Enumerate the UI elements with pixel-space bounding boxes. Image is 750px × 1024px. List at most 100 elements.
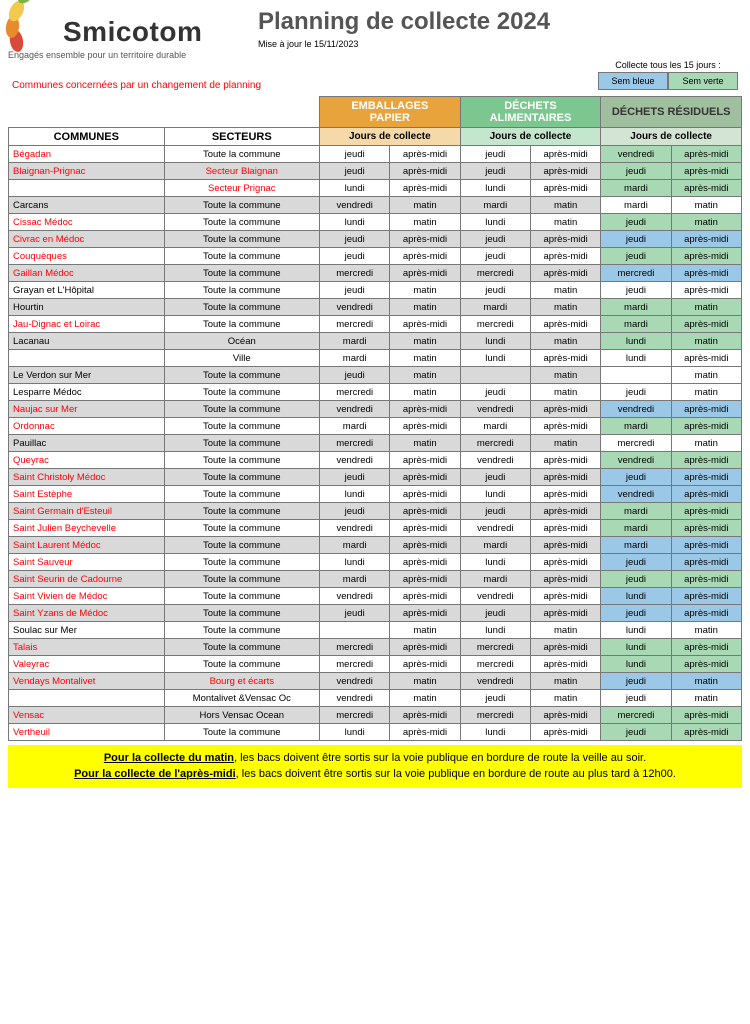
cell: mardi	[460, 571, 530, 588]
legend-title: Collecte tous les 15 jours :	[598, 60, 738, 70]
cell: mercredi	[460, 639, 530, 656]
cell: Saint Germain d'Esteuil	[9, 503, 165, 520]
cell: après-midi	[390, 537, 460, 554]
cell: Bourg et écarts	[164, 673, 320, 690]
cell: après-midi	[390, 724, 460, 741]
cell: matin	[671, 333, 741, 350]
table-row: Civrac en MédocToute la commune jeudiaprè…	[9, 231, 742, 248]
cell: vendredi	[320, 299, 390, 316]
cell: Toute la commune	[164, 622, 320, 639]
cell: après-midi	[390, 639, 460, 656]
cell: mercredi	[320, 435, 390, 452]
brand-name: Smicotom	[63, 16, 202, 48]
table-row: BégadanToute la communejeudiaprès-midije…	[9, 146, 742, 163]
cell: Toute la commune	[164, 503, 320, 520]
cell: Vertheuil	[9, 724, 165, 741]
table-row: Saint Laurent MédocToute la communemardi…	[9, 537, 742, 554]
cell: jeudi	[460, 231, 530, 248]
table-row: Cissac MédocToute la communelundimatinlu…	[9, 214, 742, 231]
cell: vendredi	[601, 401, 671, 418]
table-row: Villemardimatinlundiaprès-midilundiaprès…	[9, 350, 742, 367]
cell: vendredi	[320, 588, 390, 605]
cell: après-midi	[530, 486, 600, 503]
cell: Toute la commune	[164, 418, 320, 435]
cell: après-midi	[390, 656, 460, 673]
cell: vendredi	[601, 486, 671, 503]
cell: Bégadan	[9, 146, 165, 163]
cell: matin	[390, 435, 460, 452]
cell: après-midi	[390, 163, 460, 180]
cell: après-midi	[390, 316, 460, 333]
logo-icon	[8, 8, 63, 48]
cell: après-midi	[530, 316, 600, 333]
cell: Toute la commune	[164, 299, 320, 316]
cell: lundi	[320, 724, 390, 741]
table-row: Grayan et L'HôpitalToute la communejeudi…	[9, 282, 742, 299]
hdr-dechets: DÉCHETSALIMENTAIRES	[460, 97, 601, 128]
cell: Vensac	[9, 707, 165, 724]
cell: Toute la commune	[164, 248, 320, 265]
cell: Toute la commune	[164, 282, 320, 299]
cell: matin	[530, 367, 600, 384]
cell: mercredi	[460, 707, 530, 724]
cell: vendredi	[601, 146, 671, 163]
cell: mardi	[601, 418, 671, 435]
cell: jeudi	[601, 248, 671, 265]
cell: matin	[530, 673, 600, 690]
hdr-sub1: Jours de collecte	[320, 128, 461, 146]
cell: après-midi	[530, 231, 600, 248]
cell: après-midi	[390, 265, 460, 282]
cell: mercredi	[460, 316, 530, 333]
legend-blue: Sem bleue	[598, 72, 668, 90]
table-row: Saint Christoly MédocToute la communejeu…	[9, 469, 742, 486]
cell: vendredi	[320, 401, 390, 418]
cell: après-midi	[671, 707, 741, 724]
cell: mercredi	[320, 707, 390, 724]
cell: Toute la commune	[164, 231, 320, 248]
cell: matin	[390, 384, 460, 401]
table-row: CouquèquesToute la communejeudiaprès-mid…	[9, 248, 742, 265]
cell: lundi	[320, 486, 390, 503]
cell: Gaillan Médoc	[9, 265, 165, 282]
cell: matin	[530, 435, 600, 452]
cell: après-midi	[390, 452, 460, 469]
cell	[460, 367, 530, 384]
cell: Toute la commune	[164, 588, 320, 605]
cell: jeudi	[601, 231, 671, 248]
cell: jeudi	[320, 605, 390, 622]
cell: Toute la commune	[164, 401, 320, 418]
legend-green: Sem verte	[668, 72, 738, 90]
cell: lundi	[460, 724, 530, 741]
cell: lundi	[601, 333, 671, 350]
cell: matin	[671, 690, 741, 707]
cell: lundi	[601, 656, 671, 673]
hdr-communes: COMMUNES	[9, 128, 165, 146]
cell: Toute la commune	[164, 214, 320, 231]
hdr-secteurs: SECTEURS	[164, 128, 320, 146]
cell: Toute la commune	[164, 571, 320, 588]
table-row: PauillacToute la communemercredimatinmer…	[9, 435, 742, 452]
cell: mardi	[601, 180, 671, 197]
cell: après-midi	[530, 588, 600, 605]
cell: Montalivet &Vensac Oc	[164, 690, 320, 707]
cell: matin	[530, 299, 600, 316]
cell: vendredi	[320, 690, 390, 707]
cell: après-midi	[671, 316, 741, 333]
cell: matin	[530, 333, 600, 350]
cell: mardi	[601, 316, 671, 333]
cell: jeudi	[320, 367, 390, 384]
cell: Lacanau	[9, 333, 165, 350]
cell: jeudi	[601, 724, 671, 741]
cell: jeudi	[601, 554, 671, 571]
cell: matin	[390, 299, 460, 316]
schedule-table: EMBALLAGESPAPIERDÉCHETSALIMENTAIRESDÉCHE…	[8, 96, 742, 741]
cell: Civrac en Médoc	[9, 231, 165, 248]
cell: après-midi	[530, 180, 600, 197]
cell: jeudi	[320, 163, 390, 180]
table-row: Saint Julien BeychevelleToute la commune…	[9, 520, 742, 537]
cell: Ville	[164, 350, 320, 367]
cell: matin	[390, 690, 460, 707]
cell: Grayan et L'Hôpital	[9, 282, 165, 299]
table-row: Soulac sur MerToute la communematinlundi…	[9, 622, 742, 639]
cell: Vendays Montalivet	[9, 673, 165, 690]
